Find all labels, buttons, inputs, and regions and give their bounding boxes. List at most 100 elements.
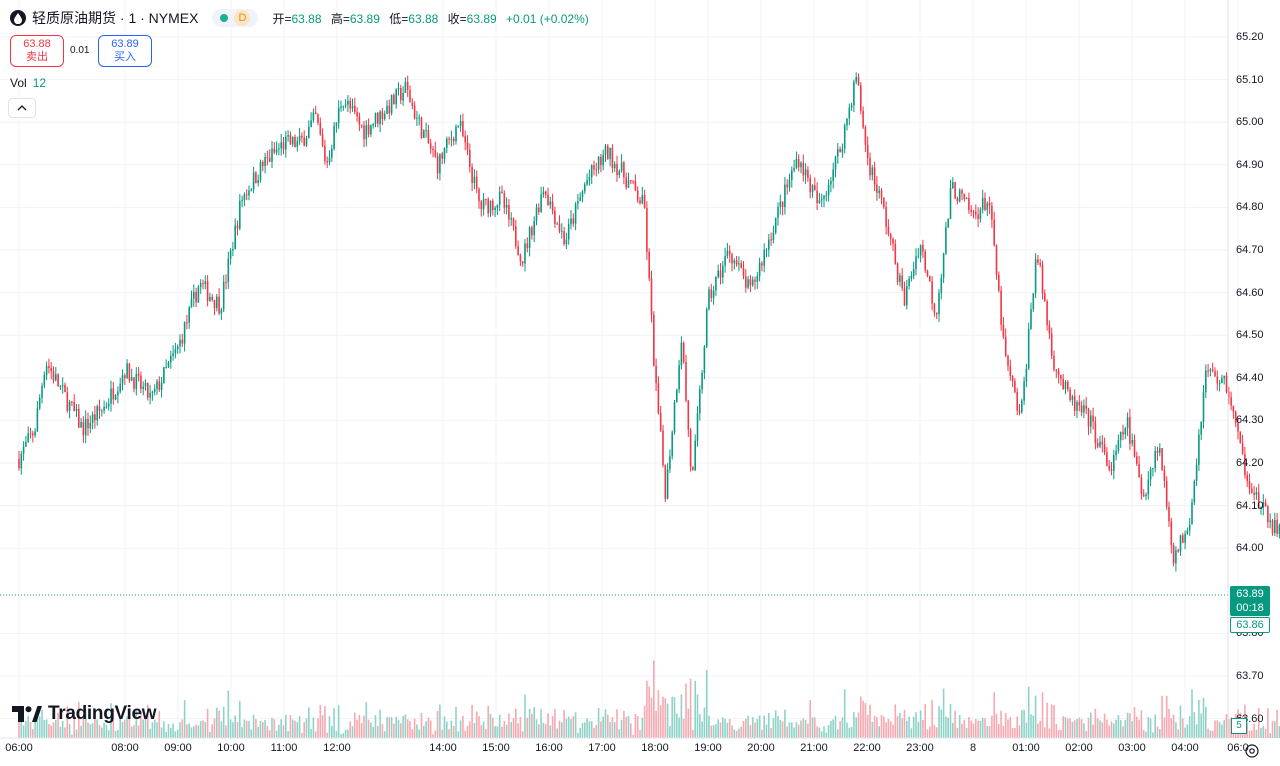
volume-bar (942, 688, 945, 738)
sell-button[interactable]: 63.88 卖出 (10, 35, 64, 67)
volume-bar (418, 729, 420, 738)
volume-bar (588, 721, 591, 738)
candle-body (602, 154, 604, 166)
volume-bar (245, 720, 248, 738)
price-tick-label: 64.80 (1236, 201, 1264, 214)
volume-bar (425, 721, 427, 738)
volume-bar (630, 723, 632, 738)
volume-bar (689, 678, 692, 738)
candle-body (1078, 401, 1081, 406)
collapse-legend-button[interactable] (8, 98, 36, 118)
volume-bar (1172, 714, 1175, 738)
chart-settings-button[interactable] (1242, 741, 1262, 761)
tradingview-logo[interactable]: TradingView (12, 703, 157, 725)
candle-body (1195, 464, 1198, 482)
candle-body (36, 408, 39, 432)
volume-bar (227, 690, 230, 738)
price-tick-label: 64.90 (1236, 158, 1264, 171)
volume-bar (986, 726, 989, 738)
candle-body (728, 250, 731, 255)
volume-bar (66, 706, 69, 738)
price-tick-label: 65.00 (1236, 116, 1264, 129)
volume-bar (719, 722, 722, 738)
candle-body (1103, 444, 1106, 453)
candle-body (593, 165, 595, 170)
candle-body (945, 227, 947, 254)
volume-bar (186, 724, 188, 738)
volume-bar (712, 725, 715, 738)
candle-body (225, 281, 227, 283)
candle-body (485, 198, 487, 200)
time-tick-label: 18:00 (641, 742, 669, 754)
volume-bar (611, 717, 614, 738)
time-tick-label: 8 (969, 742, 977, 754)
volume-bar (354, 712, 356, 738)
candle-body (639, 200, 641, 204)
volume-bar (193, 726, 195, 738)
candle-body (883, 197, 885, 208)
volume-bar (811, 717, 814, 738)
volume-bar (137, 725, 140, 738)
candle-body (464, 136, 466, 143)
candle-body (409, 89, 411, 103)
candle-body (988, 203, 991, 206)
candle-body (1106, 452, 1108, 466)
candle-body (406, 81, 409, 90)
candle-body (503, 193, 506, 208)
candle-body (489, 200, 492, 214)
candle-body (869, 157, 871, 176)
volume-bar (634, 714, 637, 738)
candle-body (1218, 383, 1221, 385)
candle-body (98, 406, 101, 411)
candle-body (340, 106, 342, 108)
volume-bar (126, 716, 128, 738)
volume-bar (526, 717, 529, 738)
candle-body (64, 384, 66, 393)
volume-bar (55, 720, 57, 738)
volume-bar (326, 732, 328, 738)
volume-bar (648, 686, 650, 738)
volume-bar (1055, 724, 1058, 738)
volume-bar (397, 720, 400, 738)
candle-body (202, 283, 204, 285)
candle-body (866, 144, 869, 158)
candle-body (685, 361, 687, 401)
candle-body (204, 281, 207, 285)
volume-bar (64, 727, 66, 738)
volume-bar (1129, 713, 1131, 738)
volume-bar (873, 715, 876, 738)
volume-bar (273, 719, 276, 738)
candle-body (416, 117, 418, 119)
bid-price-tag: 63.86 (1230, 617, 1270, 633)
market-status[interactable]: D (212, 9, 259, 27)
volume-bar (151, 722, 154, 738)
close-label: 收= (447, 11, 467, 26)
volume-bar (722, 717, 724, 738)
volume-bar (519, 716, 522, 738)
volume-bar (25, 720, 27, 738)
volume-bar (1264, 728, 1267, 738)
candle-body (604, 145, 607, 155)
candle-body (1216, 376, 1219, 384)
candle-body (397, 88, 400, 90)
volume-bar (535, 719, 538, 738)
candle-body (1161, 448, 1163, 471)
volume-bar (763, 715, 765, 738)
volume-bar (402, 715, 404, 738)
candle-body (689, 429, 692, 467)
volume-bar (636, 716, 639, 738)
candle-body (1062, 378, 1064, 390)
volume-bar (439, 704, 441, 738)
candle-body (1179, 535, 1182, 552)
candle-body (68, 401, 71, 411)
candle-body (747, 279, 749, 288)
volume-bar (848, 727, 851, 738)
candle-body (749, 279, 752, 286)
buy-button[interactable]: 63.89 买入 (98, 35, 152, 67)
candle-body (770, 239, 772, 241)
candle-body (1274, 519, 1276, 534)
symbol-title[interactable]: 轻质原油期货 · 1 · NYMEX (32, 10, 199, 26)
volume-bar (747, 715, 749, 738)
candle-body (335, 123, 338, 126)
